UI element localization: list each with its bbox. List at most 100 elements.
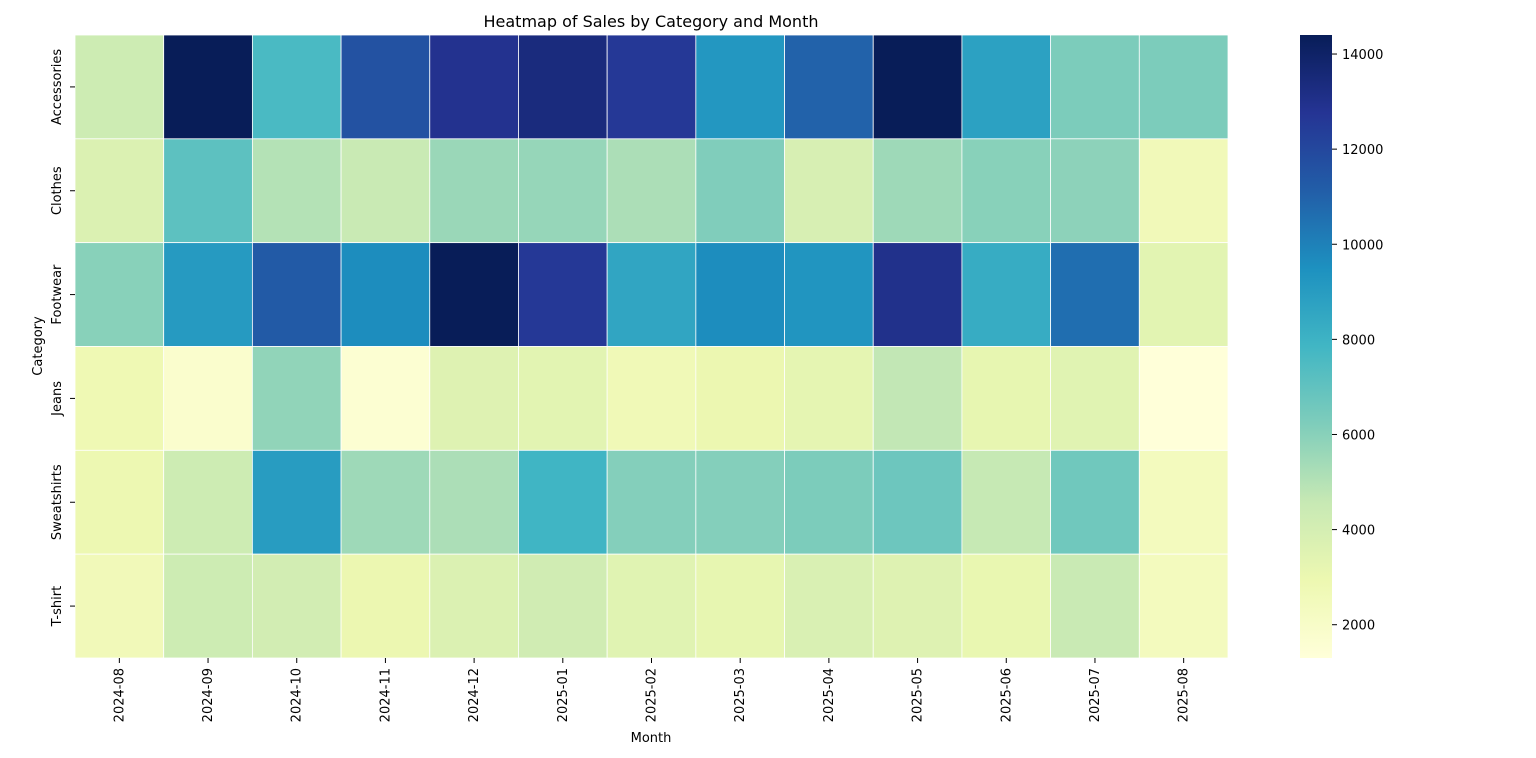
heatmap-cell bbox=[340, 449, 431, 555]
heatmap-cell bbox=[695, 138, 785, 244]
x-tick-label: 2024-10 bbox=[290, 668, 305, 722]
heatmap-cell bbox=[872, 242, 963, 347]
x-tick-label: 2025-01 bbox=[556, 668, 571, 722]
heatmap-cell bbox=[695, 449, 785, 555]
y-tick-labels: Accessories Clothes Footwear Jeans Sweatshir… bbox=[50, 49, 75, 628]
heatmap-cell bbox=[872, 346, 963, 451]
heatmap-cell bbox=[518, 138, 608, 244]
heatmap-cell bbox=[74, 346, 165, 451]
x-tick-label: 2025-08 bbox=[1177, 668, 1192, 722]
x-tick-label: 2025-05 bbox=[911, 668, 926, 722]
heatmap-cell bbox=[163, 34, 253, 140]
heatmap-cell bbox=[251, 242, 342, 347]
heatmap-cell bbox=[1050, 346, 1140, 451]
colorbar-tick-label: 8000 bbox=[1342, 333, 1375, 348]
heatmap-cell bbox=[429, 242, 519, 347]
heatmap-cell bbox=[872, 34, 963, 140]
heatmap-cell bbox=[961, 449, 1052, 555]
heatmap-cell bbox=[784, 449, 874, 555]
heatmap-cell bbox=[1138, 553, 1229, 659]
heatmap-cell bbox=[784, 553, 874, 659]
heatmap-cell bbox=[606, 138, 697, 244]
heatmap-cell bbox=[340, 242, 431, 347]
colorbar-tick-label: 14000 bbox=[1342, 48, 1383, 63]
colorbar-tick-label: 4000 bbox=[1342, 524, 1375, 539]
x-tick-label: 2024-08 bbox=[112, 668, 127, 722]
heatmap-cell bbox=[74, 449, 165, 555]
heatmap-cell bbox=[429, 138, 519, 244]
y-tick-label: Clothes bbox=[50, 166, 65, 215]
heatmap-cell bbox=[163, 449, 253, 555]
heatmap-cell bbox=[1050, 242, 1140, 347]
x-tick-label: 2025-04 bbox=[822, 668, 837, 722]
colorbar bbox=[1300, 35, 1332, 658]
y-tick-label: Jeans bbox=[50, 381, 65, 417]
colorbar-tick-label: 6000 bbox=[1342, 428, 1375, 443]
x-tick-label: 2024-12 bbox=[467, 668, 482, 722]
heatmap-cell bbox=[163, 138, 253, 244]
heatmap-cell bbox=[872, 553, 963, 659]
heatmap-cell bbox=[340, 34, 431, 140]
heatmap-cell bbox=[606, 242, 697, 347]
heatmap-cell bbox=[961, 138, 1052, 244]
heatmap-cell bbox=[74, 553, 165, 659]
y-axis-label: Category bbox=[31, 316, 46, 376]
colorbar-tick-label: 12000 bbox=[1342, 143, 1383, 158]
heatmap-cell bbox=[429, 34, 519, 140]
heatmap-cell bbox=[518, 34, 608, 140]
x-tick-label: 2025-06 bbox=[999, 668, 1014, 722]
x-tick-label: 2025-03 bbox=[733, 668, 748, 722]
heatmap-cell bbox=[1050, 34, 1140, 140]
heatmap-cell bbox=[518, 242, 608, 347]
heatmap-cell bbox=[163, 553, 253, 659]
heatmap-cell bbox=[606, 346, 697, 451]
heatmap-cell bbox=[872, 138, 963, 244]
heatmap-cell bbox=[163, 242, 253, 347]
heatmap-cell bbox=[1050, 449, 1140, 555]
heatmap-cell bbox=[1050, 138, 1140, 244]
heatmap-cell bbox=[961, 346, 1052, 451]
heatmap-cell bbox=[695, 553, 785, 659]
x-tick-label: 2024-11 bbox=[378, 668, 393, 722]
heatmap-cell bbox=[961, 242, 1052, 347]
heatmap-cell bbox=[784, 138, 874, 244]
y-tick-label: Accessories bbox=[50, 49, 65, 125]
heatmap-cell bbox=[74, 34, 165, 140]
heatmap-cell bbox=[606, 34, 697, 140]
x-tick-labels: 2024-08 2024-09 2024-10 2024-11 2024-12 2025-… bbox=[112, 658, 1192, 722]
heatmap-cell bbox=[961, 34, 1052, 140]
heatmap-cell bbox=[784, 242, 874, 347]
heatmap-cell bbox=[961, 553, 1052, 659]
y-tick-label: T-shirt bbox=[50, 586, 65, 628]
colorbar-tick-label: 2000 bbox=[1342, 619, 1375, 634]
heatmap-cell bbox=[1138, 346, 1229, 451]
heatmap-cells bbox=[74, 34, 1229, 659]
y-tick-label: Sweatshirts bbox=[50, 464, 65, 540]
heatmap-cell bbox=[1138, 34, 1229, 140]
heatmap-cell bbox=[340, 553, 431, 659]
heatmap-cell bbox=[606, 449, 697, 555]
heatmap-cell bbox=[606, 553, 697, 659]
heatmap-cell bbox=[429, 346, 519, 451]
heatmap-cell bbox=[251, 138, 342, 244]
heatmap-cell bbox=[1050, 553, 1140, 659]
chart-title: Heatmap of Sales by Category and Month bbox=[484, 12, 819, 31]
heatmap-cell bbox=[518, 346, 608, 451]
heatmap-cell bbox=[1138, 449, 1229, 555]
heatmap-cell bbox=[872, 449, 963, 555]
x-tick-label: 2025-07 bbox=[1088, 668, 1103, 722]
y-tick-label: Footwear bbox=[50, 264, 65, 325]
heatmap-cell bbox=[1138, 242, 1229, 347]
heatmap-cell bbox=[695, 346, 785, 451]
heatmap-cell bbox=[1138, 138, 1229, 244]
heatmap-cell bbox=[251, 34, 342, 140]
heatmap-cell bbox=[429, 449, 519, 555]
x-tick-label: 2024-09 bbox=[201, 668, 216, 722]
heatmap-cell bbox=[518, 553, 608, 659]
heatmap-cell bbox=[340, 346, 431, 451]
heatmap-cell bbox=[74, 138, 165, 244]
x-axis-label: Month bbox=[631, 731, 672, 746]
x-tick-label: 2025-02 bbox=[645, 668, 660, 722]
colorbar-tick-label: 10000 bbox=[1342, 238, 1383, 253]
